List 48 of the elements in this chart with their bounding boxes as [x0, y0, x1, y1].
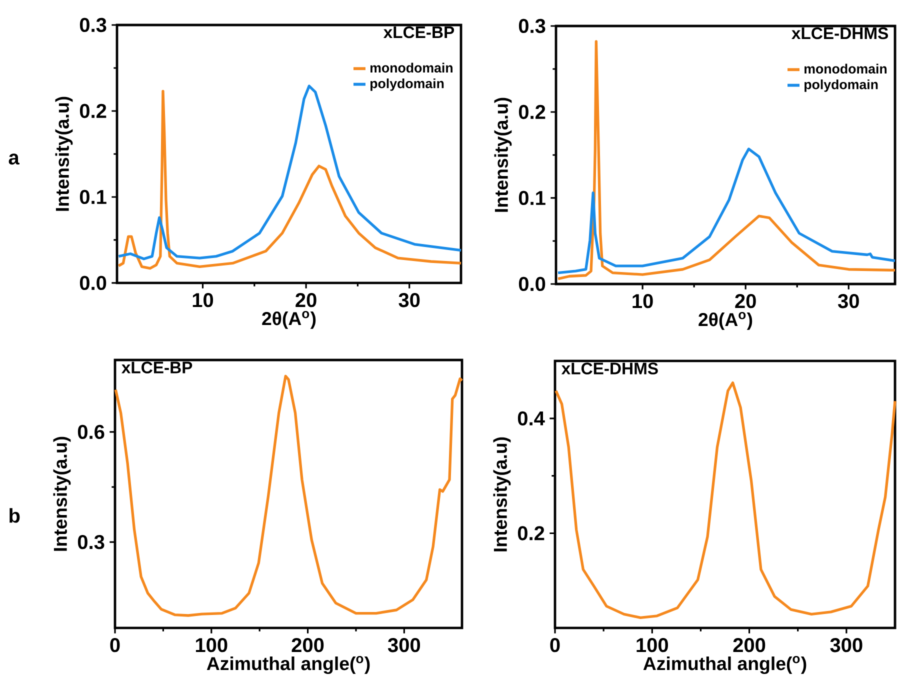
y-tick-label: 0.3: [518, 18, 546, 34]
x-tick-label: 0: [110, 638, 120, 652]
x-axis-title: 2θ(A$^{o}$): [698, 312, 752, 330]
chart-title: xLCE-DHMS: [561, 362, 658, 374]
x-axis-title: 2θ(A$^{o}$): [262, 311, 316, 329]
y-tick-label: 0.2: [518, 526, 544, 540]
chart-title: xLCE-BP: [383, 26, 454, 38]
x-tick-label: 20: [296, 293, 316, 308]
x-tick-label: 100: [196, 638, 228, 652]
text: b: [10, 508, 20, 523]
chart-title: xLCE-BP: [122, 362, 192, 374]
x-tick-label: 200: [292, 638, 324, 652]
legend-label: monodomain: [370, 62, 452, 73]
x-tick-label: 0: [550, 638, 560, 652]
legend-label: polydomain: [804, 79, 878, 92]
y-axis-title: Intensity(a.u): [494, 98, 512, 212]
line-series: [556, 148, 896, 274]
y-tick-label: 0.1: [80, 190, 106, 204]
x-tick-label: 20: [735, 294, 756, 308]
legend-label: polydomain: [370, 78, 444, 91]
x-tick-label: 200: [733, 638, 766, 652]
y-tick-label: 0.3: [80, 18, 106, 32]
x-tick-label: 10: [632, 294, 653, 308]
y-axis-title: Intensity(a.u): [55, 96, 73, 211]
y-axis-title: Intensity(a.u): [53, 436, 71, 551]
x-tick-label: 100: [636, 638, 668, 652]
line-series: [556, 40, 896, 280]
y-tick-label: 0.2: [518, 104, 546, 120]
text: a: [8, 154, 20, 165]
y-tick-label: 0.6: [78, 424, 104, 440]
y-tick-label: 0.1: [518, 190, 546, 206]
x-tick-label: 300: [830, 638, 862, 652]
x-tick-label: 10: [192, 293, 214, 308]
x-tick-label: 30: [838, 294, 859, 308]
line-series: [114, 374, 464, 617]
y-tick-label: 0.3: [78, 534, 104, 550]
x-axis-title: Azimuthal angle($^{o}$): [206, 656, 370, 674]
line-series: [554, 381, 896, 619]
y-tick-label: 0.0: [518, 276, 546, 292]
y-tick-label: 0.0: [80, 276, 106, 290]
y-tick-label: 0.4: [518, 411, 545, 426]
y-tick-label: 0.2: [80, 104, 106, 118]
legend-label: monodomain: [804, 64, 887, 74]
x-axis-title: Azimuthal angle($^{o}$): [643, 656, 806, 674]
chart-title: xLCE-DHMS: [792, 27, 888, 40]
x-tick-label: 300: [388, 638, 420, 652]
x-tick-label: 30: [398, 293, 420, 308]
y-axis-title: Intensity(a.u): [493, 437, 511, 552]
